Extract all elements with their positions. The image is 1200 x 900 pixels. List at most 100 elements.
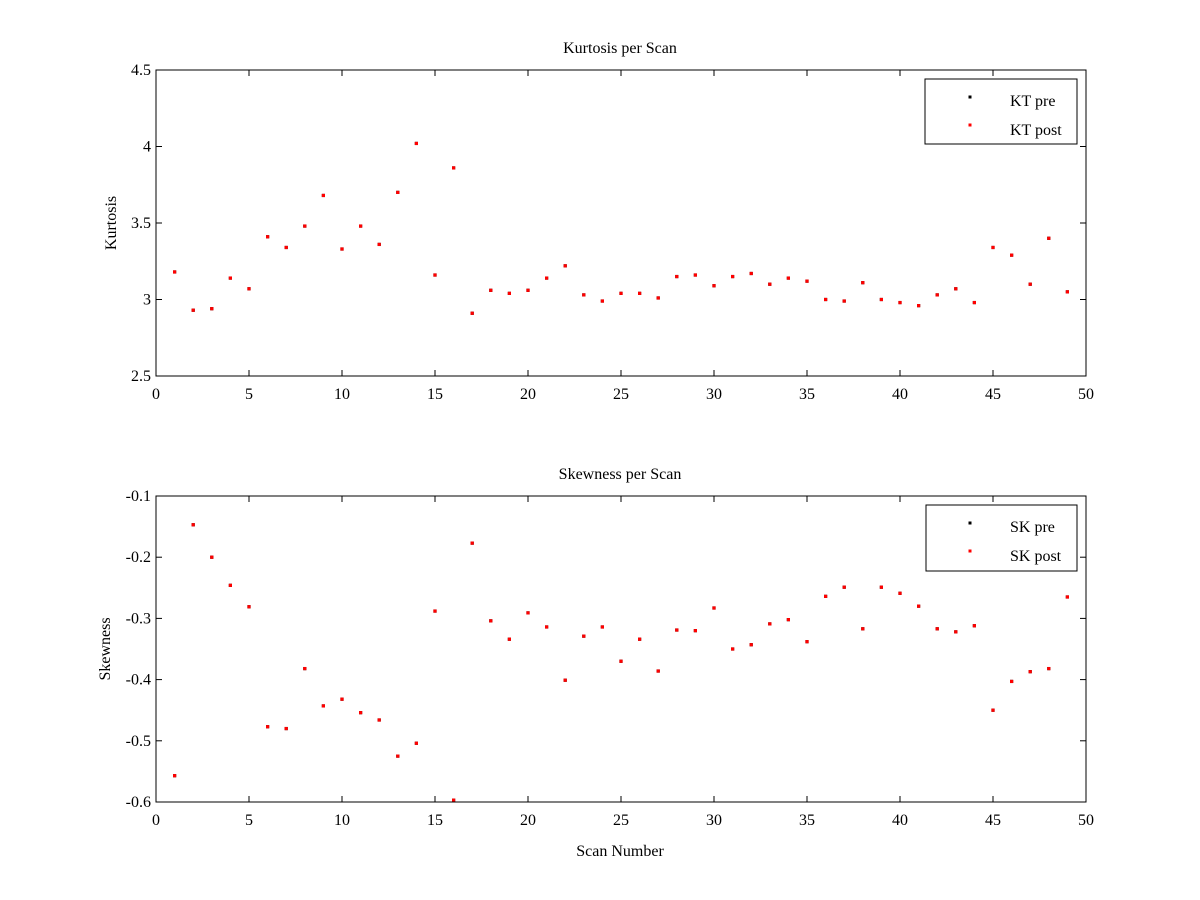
skewness-point-post (1047, 666, 1051, 671)
skewness-point-post (433, 609, 437, 613)
skewness-point-post (173, 774, 177, 778)
skewness-point-post (563, 678, 567, 682)
skewness-points (173, 523, 1069, 802)
skewness-x-tick-label: 5 (245, 812, 253, 829)
kurtosis-x-tick-label: 40 (892, 386, 908, 403)
skewness-point-post (824, 594, 828, 598)
kurtosis-legend-marker-post (968, 123, 972, 127)
skewness-point-post (377, 718, 381, 722)
kurtosis-point-post (638, 291, 642, 295)
kurtosis-y-tick-label: 3.5 (131, 215, 151, 232)
skewness-point-post (786, 618, 790, 622)
kurtosis-legend-marker-pre (968, 95, 972, 99)
kurtosis-legend-box (924, 78, 1078, 145)
skewness-point-post (917, 604, 921, 608)
skewness-point-post (731, 647, 735, 651)
kurtosis-point-post (545, 276, 549, 280)
skewness-plot-frame (155, 495, 1087, 803)
kurtosis-x-tick-label: 0 (152, 386, 160, 403)
skewness-point-post (675, 628, 679, 632)
kurtosis-x-tick-label: 25 (613, 386, 629, 403)
skewness-point-post (972, 624, 976, 628)
kurtosis-point-post (526, 288, 530, 292)
skewness-point-post (191, 523, 195, 527)
skewness-point-post (861, 627, 865, 631)
skewness-y-tick-label: -0.5 (126, 733, 151, 750)
skewness-point-post (247, 605, 251, 609)
skewness-point-post (954, 630, 958, 634)
kurtosis-points (173, 141, 1069, 315)
kurtosis-point-post (619, 291, 623, 295)
skewness-point-post (619, 659, 623, 663)
kurtosis-point-post (489, 288, 493, 292)
kurtosis-point-post (377, 242, 381, 247)
kurtosis-x-tick-label: 30 (706, 386, 722, 403)
kurtosis-legend-label-post: KT post (1010, 122, 1062, 139)
skewness-legend-marker-pre (968, 521, 972, 525)
kurtosis-point-post (582, 293, 586, 297)
skewness-point-post (638, 637, 642, 641)
kurtosis-x-tick-label: 20 (520, 386, 536, 403)
skewness-legend-marker-post (968, 549, 972, 553)
kurtosis-plot-title: Kurtosis per Scan (563, 40, 677, 57)
skewness-x-axis-label: Scan Number (576, 843, 664, 860)
skewness-point-post (656, 669, 660, 673)
kurtosis-point-post (1065, 290, 1069, 294)
skewness-point-post (470, 541, 474, 545)
kurtosis-point-post (563, 264, 567, 268)
kurtosis-y-axis-label: Kurtosis (103, 196, 120, 250)
kurtosis-point-post (1010, 253, 1014, 257)
kurtosis-point-post (805, 279, 809, 283)
skewness-point-post (749, 643, 753, 647)
kurtosis-ticks: 0 5 10 15 20 25 30 35 40 45 50 2.5 3 3.5 4 4.5 (131, 62, 1094, 403)
kurtosis-point-post (173, 270, 177, 274)
kurtosis-point-post (321, 193, 325, 198)
skewness-x-tick-label: 35 (799, 812, 815, 829)
skewness-point-post (582, 634, 586, 638)
kurtosis-point-post (414, 141, 418, 146)
kurtosis-point-post (656, 296, 660, 300)
skewness-point-post (1010, 679, 1014, 684)
skewness-point-post (414, 741, 418, 745)
skewness-x-tick-label: 15 (427, 812, 443, 829)
skewness-y-tick-label: -0.1 (126, 488, 151, 505)
skewness-legend-label-pre: SK pre (1010, 519, 1055, 536)
kurtosis-point-post (879, 297, 883, 302)
skewness-point-post (712, 606, 716, 610)
kurtosis-x-tick-label: 50 (1078, 386, 1094, 403)
kurtosis-subplot: Kurtosis per Scan Kurtosis 0 5 10 15 20 25 30 3… (103, 40, 1094, 403)
kurtosis-point-post (861, 281, 865, 285)
skewness-point-post (545, 625, 549, 629)
kurtosis-point-post (972, 300, 976, 305)
skewness-x-tick-label: 20 (520, 812, 536, 829)
skewness-point-post (526, 611, 530, 615)
skewness-x-tick-label: 30 (706, 812, 722, 829)
skewness-plot-title: Skewness per Scan (559, 466, 682, 483)
kurtosis-point-post (470, 311, 474, 315)
skewness-x-tick-label: 50 (1078, 812, 1094, 829)
skewness-point-post (340, 697, 344, 701)
skewness-point-post (359, 711, 363, 715)
skewness-point-post (507, 637, 511, 641)
kurtosis-point-post (340, 247, 344, 251)
kurtosis-point-post (749, 271, 753, 276)
skewness-point-post (396, 754, 400, 758)
skewness-point-post (284, 726, 288, 731)
kurtosis-point-post (731, 274, 735, 279)
kurtosis-point-post (359, 224, 363, 228)
kurtosis-point-post (1028, 282, 1032, 286)
skewness-point-post (842, 585, 846, 589)
kurtosis-x-tick-label: 45 (985, 386, 1001, 403)
skewness-y-tick-label: -0.2 (126, 549, 151, 566)
skewness-point-post (600, 625, 604, 629)
kurtosis-y-tick-label: 4 (143, 139, 151, 156)
kurtosis-point-post (247, 287, 251, 291)
skewness-point-post (1065, 595, 1069, 599)
skewness-point-post (768, 622, 772, 626)
kurtosis-point-post (991, 245, 995, 250)
skewness-legend-label-post: SK post (1010, 548, 1062, 565)
skewness-point-post (321, 704, 325, 708)
kurtosis-point-post (824, 297, 828, 302)
skewness-y-tick-label: -0.6 (126, 794, 151, 811)
